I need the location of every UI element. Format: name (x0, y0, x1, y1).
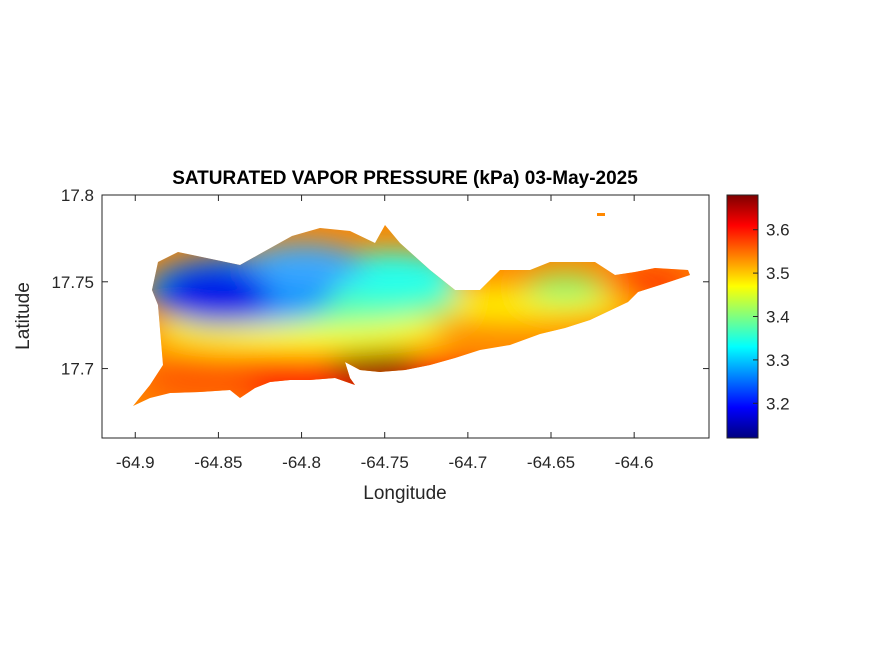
chart-title: SATURATED VAPOR PRESSURE (kPa) 03-May-20… (172, 168, 638, 189)
x-tick-label: -64.8 (282, 453, 321, 472)
x-tick-label: -64.85 (194, 453, 242, 472)
colorbar (726, 194, 759, 439)
y-tick-label: 17.7 (61, 360, 94, 379)
colorbar-tick-label: 3.2 (766, 394, 790, 413)
x-tick-label: -64.75 (361, 453, 409, 472)
x-tick-label: -64.9 (116, 453, 155, 472)
colorbar-tick-label: 3.4 (766, 308, 790, 327)
y-axis-label: Latitude (13, 282, 34, 350)
x-tick-label: -64.6 (615, 453, 654, 472)
colorbar-axis: 3.2 3.3 3.4 3.5 3.6 (753, 221, 790, 413)
colorbar-tick-label: 3.5 (766, 264, 790, 283)
y-tick-label: 17.8 (61, 186, 94, 205)
y-tick-label: 17.75 (51, 273, 94, 292)
x-tick-label: -64.7 (448, 453, 487, 472)
x-tick-label: -64.65 (527, 453, 575, 472)
x-axis: -64.9 -64.85 -64.8 -64.75 -64.7 -64.65 -64.6 (116, 195, 654, 472)
y-axis: 17.7 17.75 17.8 (51, 186, 709, 379)
islet (597, 213, 605, 216)
colorbar-tick-label: 3.3 (766, 351, 790, 370)
colorbar-tick-label: 3.6 (766, 221, 790, 240)
x-axis-label: Longitude (363, 483, 446, 504)
